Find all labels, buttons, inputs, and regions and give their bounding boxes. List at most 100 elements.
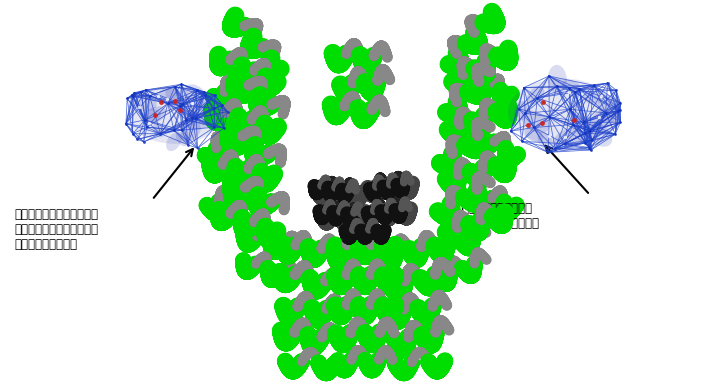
Point	[563, 88, 574, 95]
Point	[143, 120, 154, 127]
Point	[187, 100, 198, 106]
Ellipse shape	[158, 87, 180, 101]
Point	[518, 84, 530, 91]
Ellipse shape	[522, 111, 550, 133]
Ellipse shape	[176, 132, 188, 146]
Point	[559, 141, 570, 147]
Point	[155, 131, 166, 137]
Ellipse shape	[584, 122, 612, 147]
Ellipse shape	[553, 128, 583, 151]
Point	[537, 99, 548, 105]
Point	[551, 83, 562, 89]
Point	[191, 87, 202, 93]
Point	[121, 95, 133, 102]
Point	[564, 106, 576, 112]
Point	[161, 96, 173, 102]
Point	[523, 122, 534, 128]
Point	[586, 137, 598, 143]
Ellipse shape	[548, 65, 567, 94]
Ellipse shape	[180, 123, 201, 142]
Point	[139, 117, 151, 123]
Point	[615, 119, 626, 126]
Point	[132, 136, 143, 142]
Ellipse shape	[131, 93, 157, 111]
Point	[520, 110, 531, 117]
Point	[543, 133, 555, 139]
Text: 結晶中で隣り合うヒト血清
アルブミンの影響を受けて
いるダルババンシン: 結晶中で隣り合うヒト血清 アルブミンの影響を受けて いるダルババンシン	[14, 208, 98, 251]
Point	[176, 127, 187, 133]
Point	[155, 99, 167, 105]
Ellipse shape	[185, 84, 208, 108]
Point	[584, 128, 596, 134]
Point	[217, 102, 228, 108]
Point	[152, 93, 163, 99]
Point	[190, 115, 202, 122]
Point	[120, 121, 131, 127]
Point	[569, 89, 580, 95]
Point	[133, 104, 145, 110]
Point	[579, 140, 591, 146]
Ellipse shape	[527, 86, 545, 105]
Point	[544, 114, 555, 120]
Point	[567, 121, 579, 127]
Point	[162, 100, 173, 107]
Point	[505, 128, 516, 134]
Ellipse shape	[591, 108, 618, 129]
Ellipse shape	[598, 95, 618, 122]
Point	[584, 127, 595, 134]
Point	[602, 80, 613, 86]
Point	[579, 130, 591, 136]
Ellipse shape	[525, 127, 543, 142]
Point	[218, 125, 229, 131]
Ellipse shape	[514, 101, 529, 121]
Point	[209, 124, 220, 130]
Point	[135, 88, 146, 95]
Point	[516, 138, 528, 145]
Point	[208, 105, 219, 111]
Point	[129, 90, 140, 96]
Point	[180, 117, 192, 123]
Point	[528, 124, 540, 131]
Point	[126, 92, 138, 98]
Point	[199, 92, 210, 99]
Point	[574, 86, 585, 92]
Ellipse shape	[185, 113, 211, 130]
Point	[593, 113, 604, 120]
Point	[149, 112, 160, 118]
Point	[513, 106, 524, 112]
Point	[127, 131, 138, 137]
Ellipse shape	[537, 132, 553, 151]
Point	[198, 89, 209, 95]
Point	[144, 93, 155, 99]
Point	[192, 145, 203, 151]
Point	[600, 110, 611, 116]
Point	[140, 87, 151, 93]
Point	[138, 139, 149, 145]
Ellipse shape	[562, 80, 580, 93]
Point	[615, 100, 626, 106]
Point	[542, 149, 554, 156]
Point	[595, 93, 606, 99]
Point	[612, 108, 623, 114]
Ellipse shape	[166, 133, 182, 151]
Ellipse shape	[129, 86, 222, 144]
Ellipse shape	[584, 92, 604, 104]
Point	[569, 117, 580, 123]
Ellipse shape	[143, 106, 166, 123]
Point	[168, 127, 180, 133]
Text: 溶液中においても結合が
確認されたダルババンシン: 溶液中においても結合が 確認されたダルババンシン	[455, 202, 539, 230]
Point	[588, 82, 599, 88]
Point	[128, 93, 139, 99]
Ellipse shape	[165, 86, 185, 109]
Point	[182, 142, 194, 148]
Point	[174, 103, 185, 109]
Point	[584, 144, 595, 151]
Point	[610, 131, 621, 137]
Ellipse shape	[192, 100, 206, 120]
Point	[614, 107, 626, 113]
Ellipse shape	[153, 122, 164, 137]
Point	[176, 81, 187, 87]
Point	[170, 98, 181, 104]
Point	[532, 95, 543, 101]
Point	[579, 119, 590, 126]
